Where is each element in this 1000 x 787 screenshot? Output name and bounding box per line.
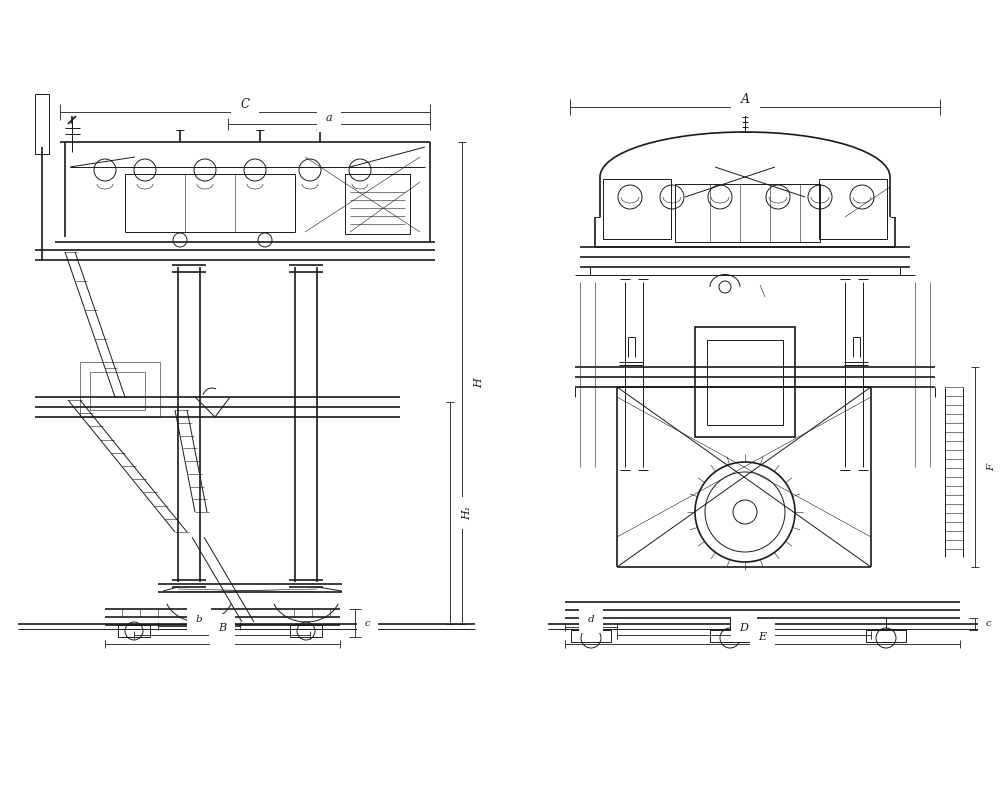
Text: D: D (740, 623, 748, 633)
Bar (866, 630, 906, 642)
Bar (90, 372, 145, 410)
Text: B: B (218, 623, 226, 633)
Text: C: C (241, 98, 250, 110)
Bar (290, 625, 322, 637)
Bar (118, 625, 150, 637)
Text: d: d (588, 615, 594, 625)
Text: b: b (196, 615, 202, 623)
Bar (675, 184, 820, 242)
Bar (603, 179, 671, 239)
Bar (80, 362, 160, 417)
Text: H: H (474, 378, 484, 388)
Text: c: c (986, 619, 992, 629)
Bar (35, 94, 49, 154)
Text: F: F (987, 464, 996, 471)
Bar (695, 327, 795, 437)
Text: E: E (758, 632, 767, 642)
Bar (707, 340, 783, 425)
Text: a: a (326, 113, 332, 123)
Text: A: A (740, 93, 750, 105)
Bar (571, 630, 611, 642)
Text: c: c (365, 619, 371, 627)
Text: H₁: H₁ (462, 506, 472, 520)
Bar (345, 174, 410, 234)
Bar (819, 179, 887, 239)
Bar (710, 630, 750, 642)
Text: c: c (219, 632, 226, 642)
